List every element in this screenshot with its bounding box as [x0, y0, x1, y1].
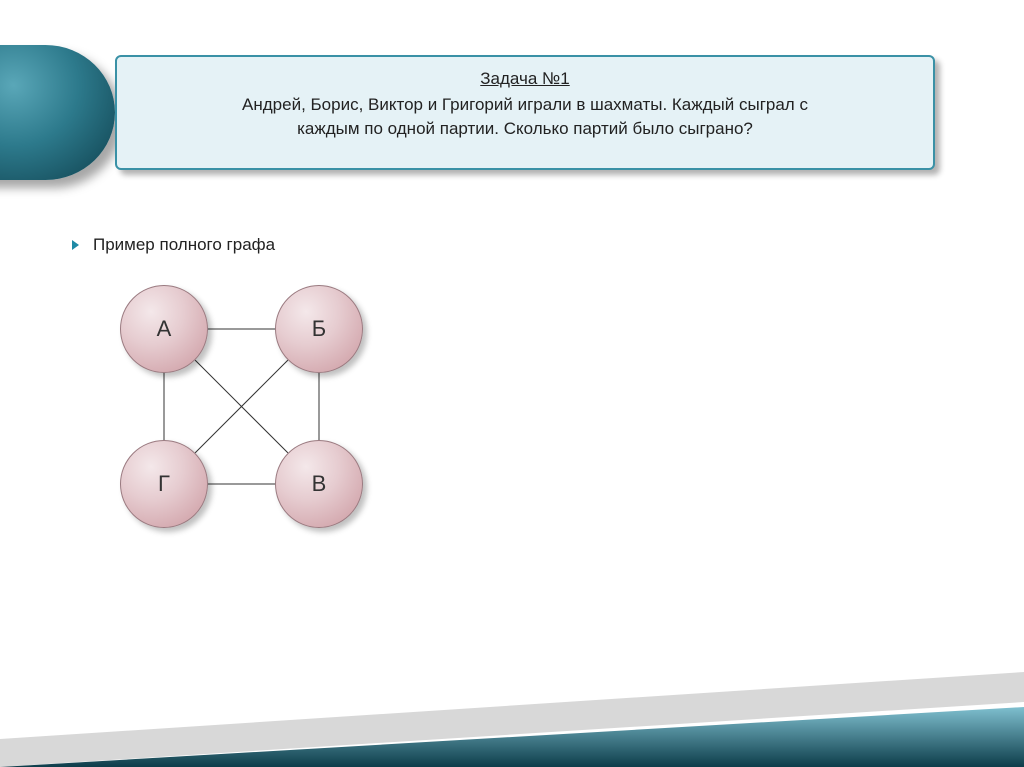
bottom-wedge-decor: [0, 647, 1024, 767]
problem-title: Задача №1: [147, 69, 903, 89]
side-decor-shape: [0, 45, 115, 180]
graph-diagram: АБГВ: [90, 285, 370, 565]
triangle-bullet-icon: [72, 240, 79, 250]
problem-line-1: Андрей, Борис, Виктор и Григорий играли …: [147, 93, 903, 117]
problem-box: Задача №1 Андрей, Борис, Виктор и Григор…: [115, 55, 935, 170]
problem-line-2: каждым по одной партии. Сколько партий б…: [147, 117, 903, 141]
graph-node-a: А: [120, 285, 208, 373]
graph-node-g: Г: [120, 440, 208, 528]
bullet-text: Пример полного графа: [93, 235, 275, 255]
bullet-row: Пример полного графа: [72, 235, 275, 255]
graph-node-b: Б: [275, 285, 363, 373]
graph-node-v: В: [275, 440, 363, 528]
